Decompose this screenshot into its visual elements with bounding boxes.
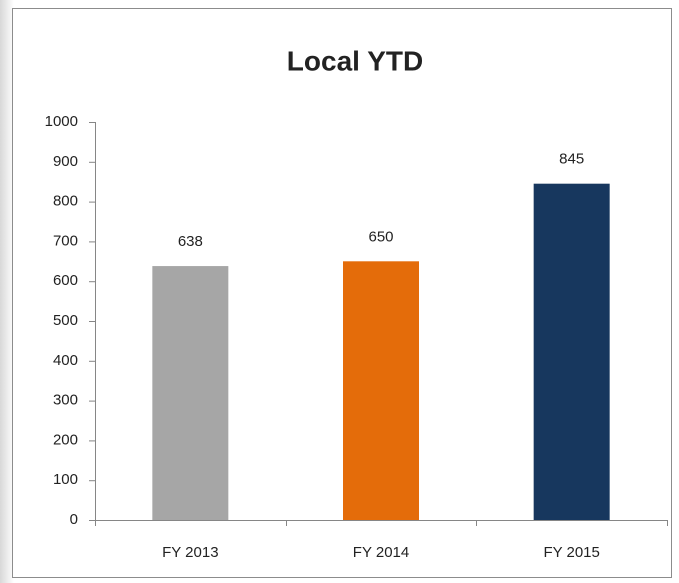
y-tick-label: 400 [53, 352, 78, 369]
bar [343, 261, 419, 520]
y-tick-label: 600 [53, 272, 78, 289]
chart-title: Local YTD [287, 45, 423, 76]
y-tick-label: 100 [53, 471, 78, 488]
y-tick-label: 200 [53, 431, 78, 448]
x-tick-label: FY 2015 [543, 544, 599, 561]
y-tick-label: 700 [53, 232, 78, 249]
shadow [0, 0, 14, 583]
y-tick-label: 500 [53, 312, 78, 329]
y-tick-label: 1000 [45, 113, 78, 130]
data-label: 650 [368, 228, 393, 245]
x-tick-label: FY 2014 [353, 544, 409, 561]
y-tick-label: 300 [53, 392, 78, 409]
y-tick-label: 900 [53, 153, 78, 170]
data-label: 845 [559, 151, 584, 168]
y-tick-label: 0 [70, 511, 78, 528]
y-tick-label: 800 [53, 193, 78, 210]
x-tick-label: FY 2013 [162, 544, 218, 561]
data-label: 638 [178, 233, 203, 250]
bar [152, 266, 229, 520]
bar [533, 183, 610, 520]
